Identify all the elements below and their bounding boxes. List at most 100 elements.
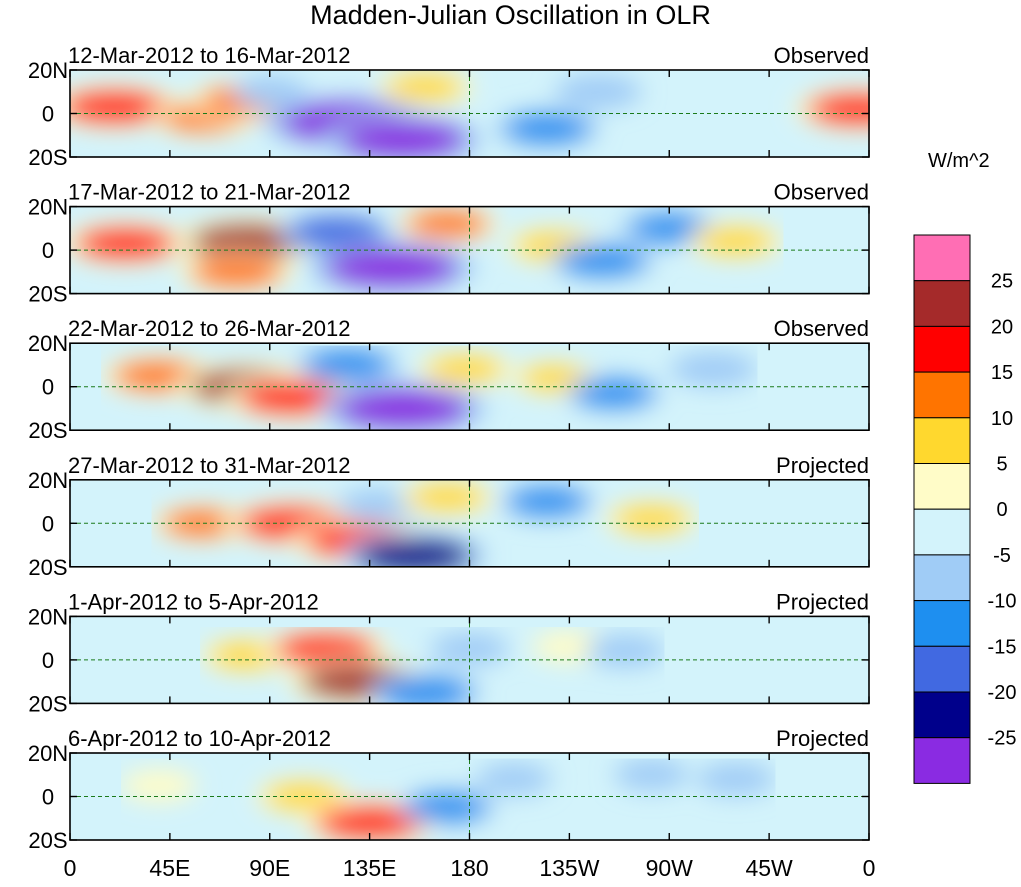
anomaly-blob bbox=[70, 89, 169, 124]
anomaly-blob bbox=[678, 356, 749, 383]
anomaly-blob bbox=[437, 636, 502, 662]
x-tick-label: 180 bbox=[450, 855, 488, 881]
map-panel: 20N 0 20S 12-Mar-2012 to 16-Mar-2012 Observe… bbox=[28, 43, 870, 170]
y-tick-label: 20N bbox=[28, 58, 68, 83]
anomaly-blob bbox=[290, 217, 383, 248]
panel-period-label: 6-Apr-2012 to 10-Apr-2012 bbox=[68, 726, 331, 751]
panel-status-label: Observed bbox=[774, 180, 869, 205]
x-tick-label: 0 bbox=[64, 855, 77, 881]
y-tick-label: 20S bbox=[28, 555, 67, 580]
anomaly-blob bbox=[613, 505, 690, 533]
x-axis: 0 45E 90E 135E 180 135W 90W 45W 0 bbox=[64, 855, 876, 881]
anomaly-blob bbox=[427, 355, 504, 383]
anomaly-blob bbox=[807, 92, 870, 126]
x-tick-label: 0 bbox=[863, 855, 876, 881]
colorbar: 25 20 15 10 5 0 -5 -10 -15 -20 -25 bbox=[913, 234, 1017, 784]
colorbar-unit-label: W/m^2 bbox=[928, 150, 990, 172]
anomaly-field bbox=[151, 479, 699, 567]
anomaly-blob bbox=[409, 793, 486, 821]
colorbar-tick-label: -20 bbox=[988, 682, 1017, 704]
anomaly-blob bbox=[409, 483, 486, 511]
y-tick-label: 20N bbox=[28, 604, 68, 629]
anomaly-blob bbox=[339, 120, 467, 157]
colorbar-tick-label: -10 bbox=[988, 591, 1017, 613]
panel-period-label: 17-Mar-2012 to 21-Mar-2012 bbox=[68, 180, 350, 205]
x-tick-label: 45E bbox=[149, 855, 190, 881]
colorbar-tick-label: 15 bbox=[991, 362, 1013, 384]
anomaly-blob bbox=[520, 365, 588, 391]
anomaly-blob bbox=[315, 805, 424, 840]
colorbar-tick-label: -25 bbox=[988, 728, 1017, 750]
panel-status-label: Projected bbox=[776, 726, 869, 751]
y-tick-label: 20S bbox=[28, 282, 67, 307]
colorbar-swatch bbox=[913, 280, 971, 327]
anomaly-blob bbox=[575, 379, 652, 407]
colorbar-swatch bbox=[913, 325, 971, 373]
anomaly-blob bbox=[237, 380, 346, 415]
colorbar-tick-label: 5 bbox=[996, 454, 1007, 476]
colorbar-tick-label: 25 bbox=[991, 271, 1013, 293]
y-tick-label: 0 bbox=[42, 238, 54, 263]
colorbar-tick-label: 10 bbox=[991, 408, 1013, 430]
colorbar-tick-label: -15 bbox=[988, 636, 1017, 658]
x-tick-label: 90W bbox=[646, 855, 694, 881]
anomaly-blob bbox=[356, 538, 472, 567]
anomaly-blob bbox=[621, 763, 682, 787]
colorbar-swatch bbox=[913, 508, 971, 556]
anomaly-blob bbox=[306, 350, 389, 380]
colorbar-tick-label: -5 bbox=[993, 545, 1011, 567]
colorbar-swatch bbox=[913, 737, 971, 784]
colorbar-swatch bbox=[913, 600, 971, 647]
panel-period-label: 12-Mar-2012 to 16-Mar-2012 bbox=[68, 43, 350, 68]
panel-period-label: 22-Mar-2012 to 26-Mar-2012 bbox=[68, 316, 350, 341]
y-tick-label: 0 bbox=[42, 648, 54, 673]
map-panel: 20N 0 20S 1-Apr-2012 to 5-Apr-2012 Projected bbox=[28, 589, 870, 716]
y-tick-label: 20S bbox=[28, 691, 67, 716]
panel-status-label: Observed bbox=[774, 316, 869, 341]
y-tick-label: 0 bbox=[42, 785, 54, 810]
anomaly-blob bbox=[325, 247, 459, 288]
panel-status-label: Observed bbox=[774, 43, 869, 68]
anomaly-blob bbox=[631, 214, 708, 242]
anomaly-blob bbox=[345, 493, 416, 519]
anomaly-blob bbox=[505, 114, 589, 143]
colorbar-swatch bbox=[913, 691, 971, 739]
y-tick-label: 20N bbox=[28, 195, 68, 220]
x-tick-label: 135W bbox=[539, 855, 599, 881]
y-tick-label: 0 bbox=[42, 511, 54, 536]
panel-period-label: 27-Mar-2012 to 31-Mar-2012 bbox=[68, 453, 350, 478]
colorbar-tick-label: 0 bbox=[996, 499, 1007, 521]
colorbar-swatch bbox=[913, 645, 971, 693]
anomaly-blob bbox=[563, 78, 634, 105]
anomaly-blob bbox=[190, 256, 283, 288]
colorbar-swatch bbox=[913, 371, 971, 419]
anomaly-blob bbox=[336, 388, 470, 429]
y-tick-label: 20N bbox=[28, 468, 68, 493]
anomaly-blob bbox=[380, 677, 470, 704]
map-panel: 20N 0 20S 27-Mar-2012 to 31-Mar-2012 Project… bbox=[28, 453, 870, 580]
panels: 20N 0 20S 12-Mar-2012 to 16-Mar-2012 Observe… bbox=[28, 43, 870, 853]
colorbar-swatch bbox=[913, 463, 971, 510]
anomaly-blob bbox=[406, 209, 489, 239]
x-tick-label: 135E bbox=[343, 855, 397, 881]
y-tick-label: 20N bbox=[28, 331, 68, 356]
anomaly-field bbox=[70, 70, 870, 157]
y-tick-label: 0 bbox=[42, 375, 54, 400]
anomaly-blob bbox=[74, 227, 177, 260]
panel-status-label: Projected bbox=[776, 453, 869, 478]
y-tick-label: 0 bbox=[42, 102, 54, 127]
anomaly-blob bbox=[593, 639, 657, 664]
anomaly-blob bbox=[561, 246, 644, 276]
y-tick-label: 20N bbox=[28, 741, 68, 766]
y-tick-label: 20S bbox=[28, 828, 67, 853]
chart-title: Madden-Julian Oscillation in OLR bbox=[310, 0, 711, 30]
colorbar-swatch bbox=[913, 554, 971, 602]
anomaly-blob bbox=[387, 73, 464, 101]
x-tick-label: 45W bbox=[745, 855, 793, 881]
anomaly-blob bbox=[274, 632, 377, 666]
y-tick-label: 20S bbox=[28, 145, 67, 170]
anomaly-blob bbox=[483, 767, 544, 791]
anomaly-field bbox=[70, 206, 784, 294]
colorbar-swatch bbox=[913, 234, 971, 282]
